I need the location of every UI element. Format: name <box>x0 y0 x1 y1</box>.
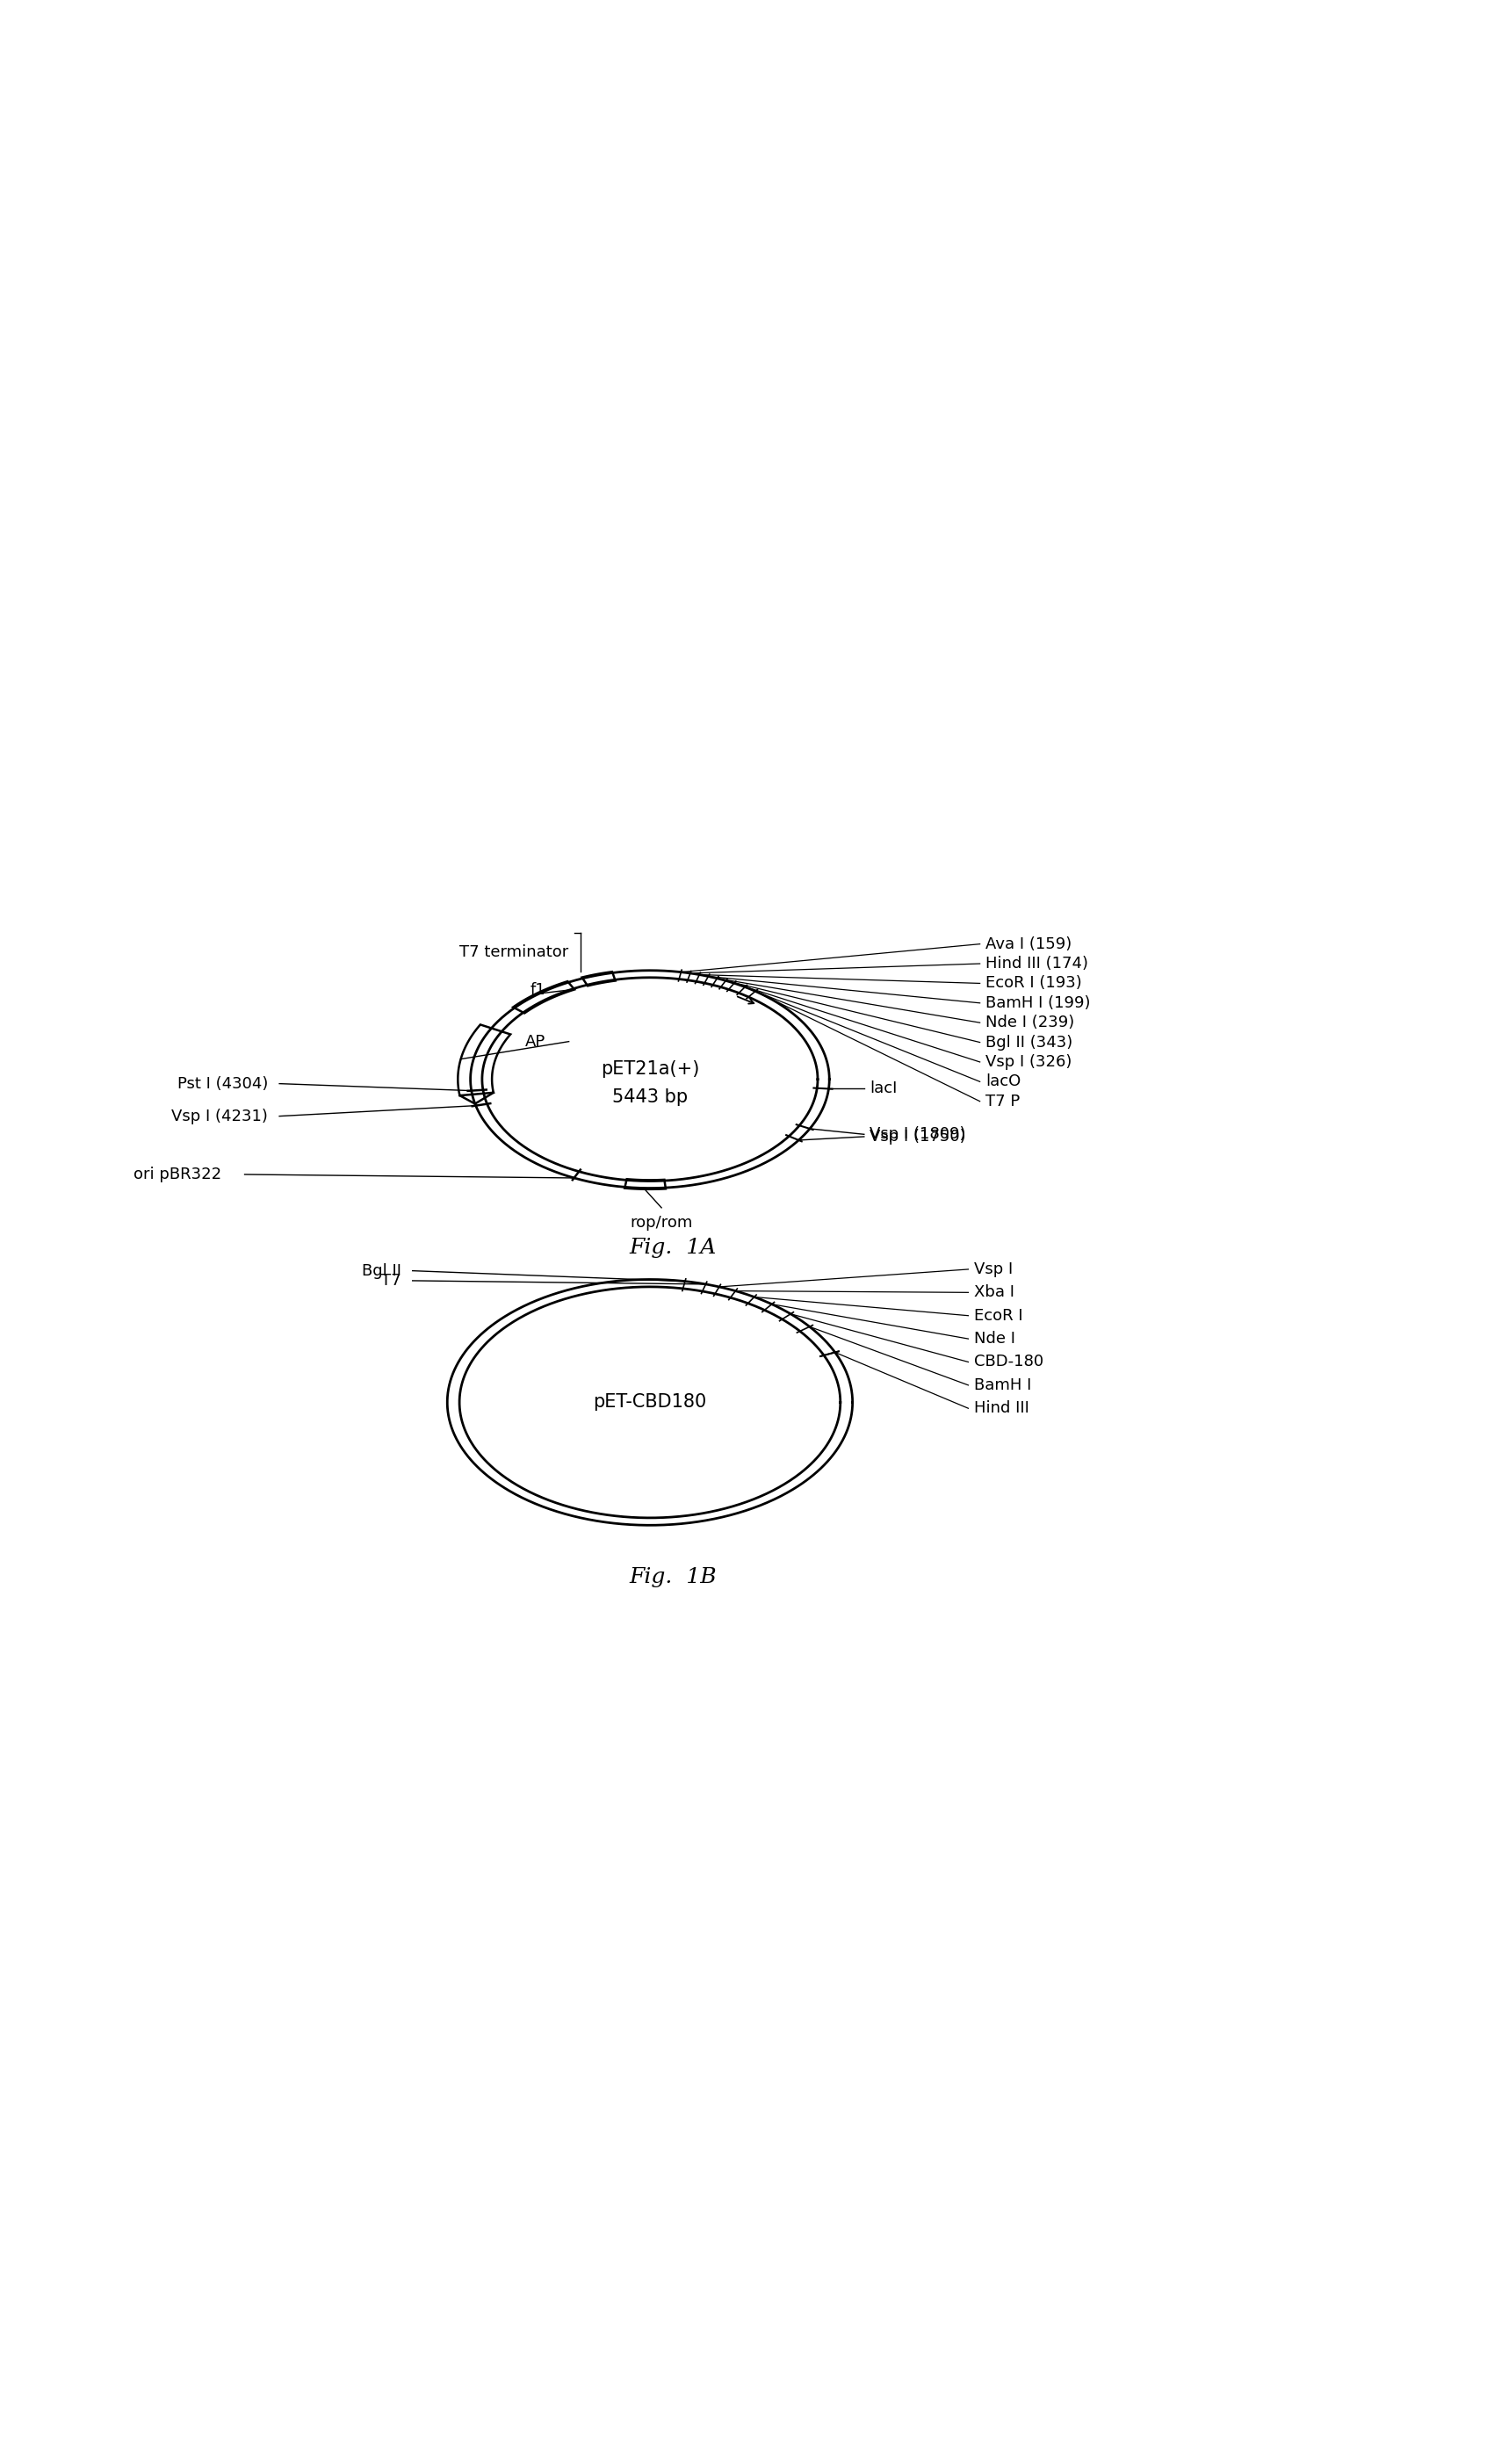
Text: Vsp I (1750): Vsp I (1750) <box>870 1129 967 1146</box>
Text: BamH I (199): BamH I (199) <box>986 995 1091 1010</box>
Text: T7 P: T7 P <box>986 1094 1020 1109</box>
Text: Xba I: Xba I <box>974 1284 1014 1301</box>
Polygon shape <box>457 1025 511 1096</box>
Text: Vsp I (1809): Vsp I (1809) <box>870 1126 967 1143</box>
Text: Ava I (159): Ava I (159) <box>986 936 1073 951</box>
Text: BamH I: BamH I <box>974 1377 1031 1392</box>
Text: EcoR I (193): EcoR I (193) <box>986 976 1082 991</box>
Text: ori pBR322: ori pBR322 <box>133 1165 221 1183</box>
Text: 5443 bp: 5443 bp <box>613 1089 687 1106</box>
Text: T7: T7 <box>381 1274 400 1289</box>
Text: EcoR I: EcoR I <box>974 1308 1023 1323</box>
Text: AP: AP <box>526 1032 545 1050</box>
Polygon shape <box>583 971 616 986</box>
Text: Hind III: Hind III <box>974 1400 1029 1417</box>
Text: Fig.  1B: Fig. 1B <box>629 1567 717 1587</box>
Text: Nde I (239): Nde I (239) <box>986 1015 1074 1030</box>
Text: CBD-180: CBD-180 <box>974 1355 1044 1370</box>
Text: Pst I (4304): Pst I (4304) <box>176 1077 267 1092</box>
Polygon shape <box>512 981 575 1013</box>
Text: rop/rom: rop/rom <box>630 1215 693 1230</box>
Text: lacO: lacO <box>986 1074 1020 1089</box>
Text: Nde I: Nde I <box>974 1331 1016 1348</box>
Text: Vsp I (4231): Vsp I (4231) <box>172 1109 267 1124</box>
Text: Vsp I: Vsp I <box>974 1262 1013 1276</box>
Text: pET21a(+): pET21a(+) <box>601 1060 699 1077</box>
Text: Vsp I (326): Vsp I (326) <box>986 1055 1073 1069</box>
Polygon shape <box>624 1180 666 1190</box>
Text: pET-CBD180: pET-CBD180 <box>593 1395 707 1412</box>
Text: Hind III (174): Hind III (174) <box>986 956 1089 971</box>
Text: lacI: lacI <box>870 1082 898 1096</box>
Text: f1: f1 <box>530 983 545 998</box>
Text: Bgl II: Bgl II <box>362 1264 400 1279</box>
Text: T7 terminator: T7 terminator <box>460 944 569 961</box>
Text: Bgl II (343): Bgl II (343) <box>986 1035 1073 1050</box>
Text: Fig.  1A: Fig. 1A <box>629 1237 717 1257</box>
